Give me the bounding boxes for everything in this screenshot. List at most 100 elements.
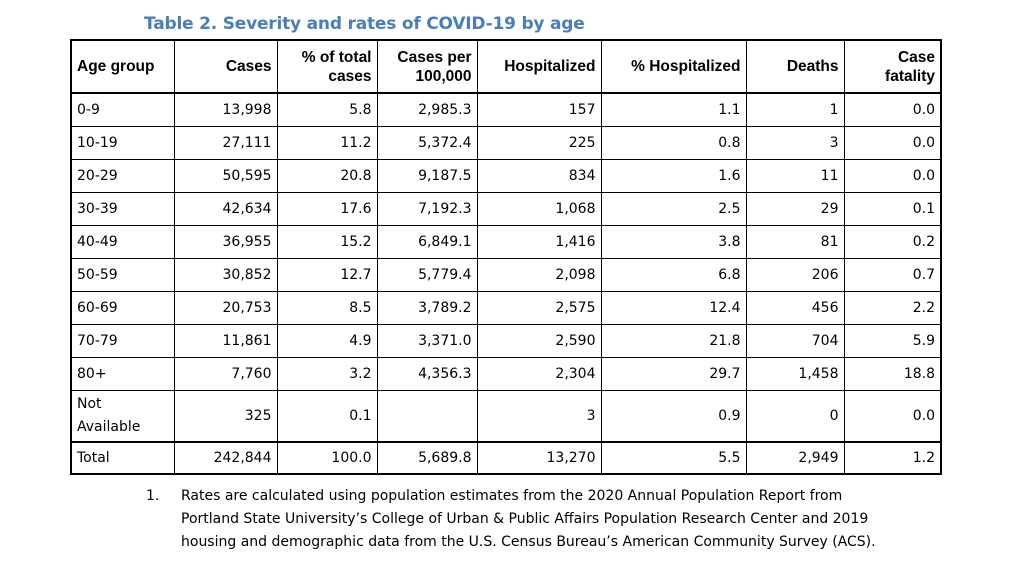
cell-cases: 11,861: [173, 324, 278, 358]
cell-case-fatality: 0.0: [843, 390, 942, 443]
cell-hospitalized: 2,575: [476, 291, 602, 325]
cell-cases: 325: [173, 390, 278, 443]
cell-case-fatality: 0.7: [843, 258, 942, 292]
cell-case-fatality: 0.2: [843, 225, 942, 259]
cell-cases: 42,634: [173, 192, 278, 226]
cell-case-fatality: 0.1: [843, 192, 942, 226]
cell-case-fatality: 2.2: [843, 291, 942, 325]
cell-pct-hospitalized: 0.9: [600, 390, 747, 443]
cell-hospitalized: 2,590: [476, 324, 602, 358]
table-row: 40-49 36,955 15.2 6,849.1 1,416 3.8 81 0.2: [70, 225, 942, 259]
table-row: Not Available 325 0.1 3 0.9 0 0.0: [70, 390, 942, 443]
table-row: 80+ 7,760 3.2 4,356.3 2,304 29.7 1,458 18.8: [70, 357, 942, 391]
header-cases: Cases: [173, 39, 278, 94]
cell-cases: 20,753: [173, 291, 278, 325]
table-row: 60-69 20,753 8.5 3,789.2 2,575 12.4 456 2.2: [70, 291, 942, 325]
cell-hospitalized: 13,270: [476, 441, 602, 475]
header-pct-hospitalized: % Hospitalized: [600, 39, 747, 94]
cell-pct-hospitalized: 1.6: [600, 159, 747, 193]
cell-deaths: 29: [745, 192, 845, 226]
header-cases-per-100k-label: Cases per 100,000: [397, 48, 472, 85]
cell-pct-hospitalized: 6.8: [600, 258, 747, 292]
cell-pct-total-cases: 0.1: [276, 390, 378, 443]
cell-age-group: 10-19: [70, 126, 175, 160]
cell-pct-total-cases: 100.0: [276, 441, 378, 475]
cell-deaths: 206: [745, 258, 845, 292]
cell-case-fatality: 18.8: [843, 357, 942, 391]
cell-age-group: 20-29: [70, 159, 175, 193]
cell-cases: 13,998: [173, 92, 278, 127]
cell-pct-hospitalized: 3.8: [600, 225, 747, 259]
cell-pct-hospitalized: 21.8: [600, 324, 747, 358]
cell-cases: 36,955: [173, 225, 278, 259]
cell-hospitalized: 1,416: [476, 225, 602, 259]
header-age-group: Age group: [70, 39, 175, 94]
table-body: 0-9 13,998 5.8 2,985.3 157 1.1 1 0.0 10-19 27,111…: [70, 92, 942, 475]
table-row: 20-29 50,595 20.8 9,187.5 834 1.6 11 0.0: [70, 159, 942, 193]
cell-pct-hospitalized: 0.8: [600, 126, 747, 160]
cell-hospitalized: 3: [476, 390, 602, 443]
cell-pct-hospitalized: 1.1: [600, 92, 747, 127]
header-hospitalized: Hospitalized: [476, 39, 602, 94]
cell-case-fatality: 0.0: [843, 159, 942, 193]
cell-cases: 27,111: [173, 126, 278, 160]
cell-deaths: 704: [745, 324, 845, 358]
cell-age-group: 50-59: [70, 258, 175, 292]
cell-case-fatality: 0.0: [843, 92, 942, 127]
cell-cases: 50,595: [173, 159, 278, 193]
cell-hospitalized: 157: [476, 92, 602, 127]
cell-age-group: 60-69: [70, 291, 175, 325]
cell-pct-total-cases: 4.9: [276, 324, 378, 358]
cell-case-fatality: 1.2: [843, 441, 942, 475]
table-row: Total 242,844 100.0 5,689.8 13,270 5.5 2,949 1.…: [70, 441, 942, 475]
cell-pct-total-cases: 20.8: [276, 159, 378, 193]
header-cases-per-100k: Cases per 100,000: [376, 39, 478, 94]
cell-pct-hospitalized: 5.5: [600, 441, 747, 475]
footnote-text: Rates are calculated using population es…: [181, 488, 876, 550]
table-row: 0-9 13,998 5.8 2,985.3 157 1.1 1 0.0: [70, 92, 942, 127]
cell-hospitalized: 2,098: [476, 258, 602, 292]
cell-pct-total-cases: 15.2: [276, 225, 378, 259]
cell-pct-hospitalized: 29.7: [600, 357, 747, 391]
table-row: 50-59 30,852 12.7 5,779.4 2,098 6.8 206 0.7: [70, 258, 942, 292]
cell-pct-total-cases: 3.2: [276, 357, 378, 391]
table-row: 70-79 11,861 4.9 3,371.0 2,590 21.8 704 5.9: [70, 324, 942, 358]
cell-deaths: 1: [745, 92, 845, 127]
cell-cases-per-100k: 5,689.8: [376, 441, 478, 475]
cell-cases-per-100k: 6,849.1: [376, 225, 478, 259]
footnote-number: 1.: [146, 488, 160, 504]
cell-deaths: 11: [745, 159, 845, 193]
cell-pct-total-cases: 17.6: [276, 192, 378, 226]
cell-cases-per-100k: 7,192.3: [376, 192, 478, 226]
table-title: Table 2. Severity and rates of COVID-19 …: [144, 14, 585, 34]
cell-age-group: Total: [70, 441, 175, 475]
cell-cases-per-100k: 5,372.4: [376, 126, 478, 160]
cell-age-group: 30-39: [70, 192, 175, 226]
cell-case-fatality: 5.9: [843, 324, 942, 358]
cell-age-group: 40-49: [70, 225, 175, 259]
cell-cases: 242,844: [173, 441, 278, 475]
cell-cases-per-100k: 5,779.4: [376, 258, 478, 292]
cell-pct-total-cases: 5.8: [276, 92, 378, 127]
cell-pct-total-cases: 11.2: [276, 126, 378, 160]
severity-table: Age group Cases % of total cases Cases p…: [70, 39, 942, 475]
header-case-fatality: Case fatality: [843, 39, 942, 94]
header-case-fatality-label: Case fatality: [885, 48, 935, 85]
cell-cases-per-100k: 9,187.5: [376, 159, 478, 193]
cell-pct-hospitalized: 2.5: [600, 192, 747, 226]
cell-age-group: 0-9: [70, 92, 175, 127]
cell-cases-per-100k: 4,356.3: [376, 357, 478, 391]
cell-cases: 7,760: [173, 357, 278, 391]
cell-pct-total-cases: 8.5: [276, 291, 378, 325]
cell-cases-per-100k: 2,985.3: [376, 92, 478, 127]
header-row: Age group Cases % of total cases Cases p…: [70, 39, 942, 94]
cell-cases-per-100k: 3,789.2: [376, 291, 478, 325]
cell-age-group: 80+: [70, 357, 175, 391]
cell-deaths: 1,458: [745, 357, 845, 391]
cell-deaths: 2,949: [745, 441, 845, 475]
cell-hospitalized: 225: [476, 126, 602, 160]
cell-deaths: 81: [745, 225, 845, 259]
cell-age-group: 70-79: [70, 324, 175, 358]
cell-pct-hospitalized: 12.4: [600, 291, 747, 325]
table-row: 30-39 42,634 17.6 7,192.3 1,068 2.5 29 0.1: [70, 192, 942, 226]
